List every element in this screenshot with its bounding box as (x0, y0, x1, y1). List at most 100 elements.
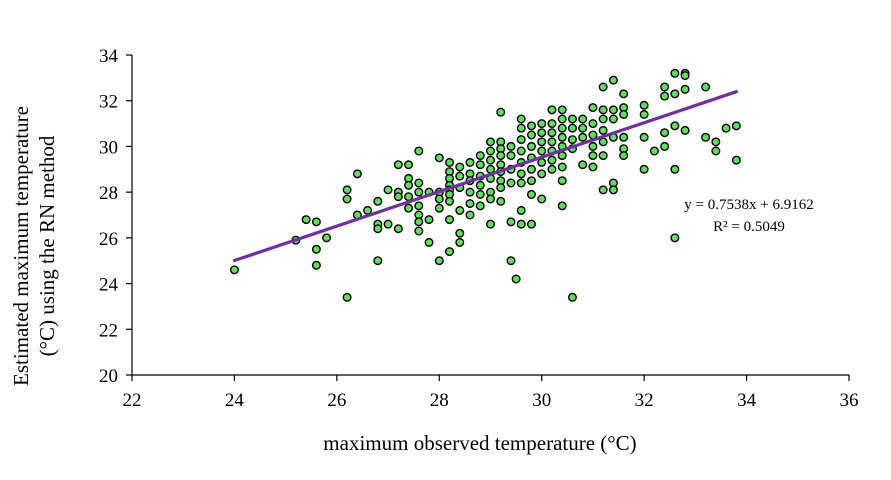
data-point (434, 153, 444, 163)
axes (126, 54, 850, 381)
data-point (547, 137, 557, 147)
data-point (619, 89, 629, 99)
data-point (516, 169, 526, 179)
data-point (506, 256, 516, 266)
data-point (619, 109, 629, 119)
data-point (393, 192, 403, 202)
data-point (486, 219, 496, 229)
data-point (506, 151, 516, 161)
data-point (670, 68, 680, 78)
data-point (557, 162, 567, 172)
data-point (721, 123, 731, 133)
data-point (342, 292, 352, 302)
data-point (619, 132, 629, 142)
data-point (598, 151, 608, 161)
data-point (526, 176, 536, 186)
data-point (567, 114, 577, 124)
data-point (537, 128, 547, 138)
x-tick-label: 34 (737, 390, 757, 411)
data-point (414, 201, 424, 211)
data-point (649, 146, 659, 156)
data-point (424, 237, 434, 247)
x-tick-label: 26 (327, 390, 346, 411)
data-point (557, 151, 567, 161)
data-point (414, 226, 424, 236)
data-point (537, 137, 547, 147)
data-point (537, 146, 547, 156)
data-point (557, 201, 567, 211)
data-point (475, 189, 485, 199)
data-point (393, 224, 403, 234)
x-tick-label: 22 (123, 390, 142, 411)
data-point (516, 219, 526, 229)
data-point (455, 237, 465, 247)
data-point (588, 103, 598, 113)
data-point (567, 292, 577, 302)
y-tick-label: 24 (99, 275, 119, 296)
data-point (475, 160, 485, 170)
data-point (455, 171, 465, 181)
data-point (557, 105, 567, 115)
y-tick-label: 34 (99, 46, 119, 67)
data-point (486, 194, 496, 204)
trendline (232, 90, 738, 263)
data-point (322, 233, 332, 243)
data-point (383, 219, 393, 229)
data-point (567, 123, 577, 133)
data-point (414, 217, 424, 227)
data-point (547, 128, 557, 138)
data-point (660, 82, 670, 92)
data-point (639, 164, 649, 174)
data-point (701, 82, 711, 92)
data-point (465, 187, 475, 197)
data-point (455, 162, 465, 172)
data-point (670, 164, 680, 174)
y-tick-label: 28 (99, 183, 118, 204)
data-point (445, 157, 455, 167)
data-point (465, 210, 475, 220)
data-point (578, 160, 588, 170)
x-axis-title: maximum observed temperature (°C) (323, 431, 636, 455)
data-point (414, 178, 424, 188)
data-point (475, 151, 485, 161)
data-point (445, 215, 455, 225)
y-tick-label: 22 (99, 320, 118, 341)
data-point (404, 203, 414, 213)
y-axis-title: Estimated maximum temperature (°C) using… (9, 106, 59, 386)
data-point (711, 137, 721, 147)
y-tick-label: 20 (99, 366, 118, 387)
x-tick-label: 24 (225, 390, 245, 411)
data-point (229, 265, 239, 275)
data-point (660, 141, 670, 151)
trendline-equation: y = 0.7538x + 6.9162 (684, 197, 813, 213)
data-point (680, 84, 690, 94)
data-point (445, 196, 455, 206)
data-point (475, 180, 485, 190)
data-point (363, 205, 373, 215)
data-point (588, 141, 598, 151)
data-point (516, 146, 526, 156)
data-point (434, 256, 444, 266)
data-point (352, 169, 362, 179)
data-point (639, 132, 649, 142)
x-tick-label: 32 (635, 390, 654, 411)
data-point (680, 125, 690, 135)
data-point (506, 141, 516, 151)
data-point (547, 164, 557, 174)
trendline-group (232, 90, 738, 263)
data-point (506, 178, 516, 188)
data-point (588, 151, 598, 161)
data-point (711, 146, 721, 156)
data-point (455, 228, 465, 238)
data-point (537, 157, 547, 167)
data-point (373, 196, 383, 206)
data-point (424, 215, 434, 225)
data-point (680, 71, 690, 81)
data-point (383, 185, 393, 195)
data-points (229, 68, 741, 302)
data-point (731, 121, 741, 131)
data-point (608, 185, 618, 195)
x-tick-label: 28 (430, 390, 449, 411)
